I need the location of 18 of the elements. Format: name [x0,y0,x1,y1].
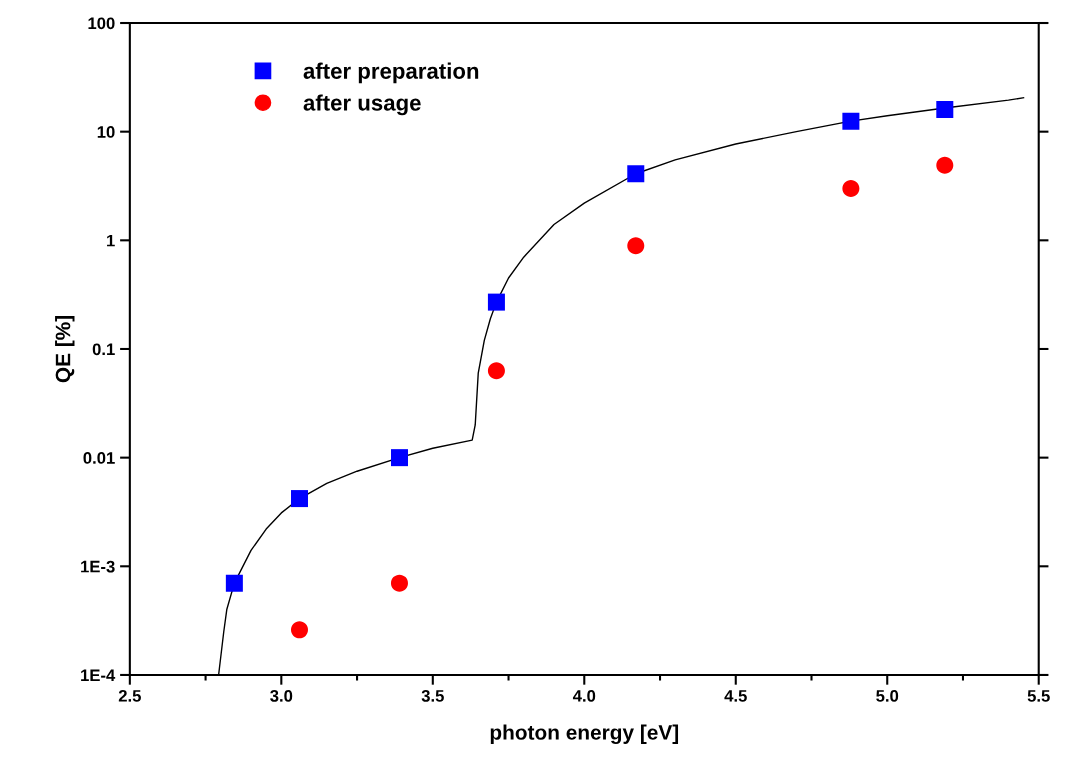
x-tick-label: 3.5 [421,689,444,702]
x-tick-label: 2.5 [118,689,141,702]
x-axis-title: photon energy [eV] [490,724,679,745]
y-tick-label: 10 [97,126,115,138]
legend-label: after preparation [303,62,479,84]
y-tick-label: 100 [88,17,115,30]
y-tick-label: 0.01 [83,452,115,464]
x-tick-label: 4.5 [724,690,747,702]
y-tick-label: 1 [107,234,115,247]
x-tick-label: 5.5 [1027,690,1050,702]
legend-label: after usage [303,94,421,116]
y-tick-label: 1E-3 [81,560,115,573]
y-tick-label: 0.1 [92,343,115,356]
x-tick-label: 3.0 [270,689,293,702]
x-tick-label: 5.0 [876,689,899,702]
x-tick-label: 4.0 [572,689,596,702]
y-axis-title: QE [%] [55,316,75,383]
y-tick-label: 1E-4 [81,669,116,681]
